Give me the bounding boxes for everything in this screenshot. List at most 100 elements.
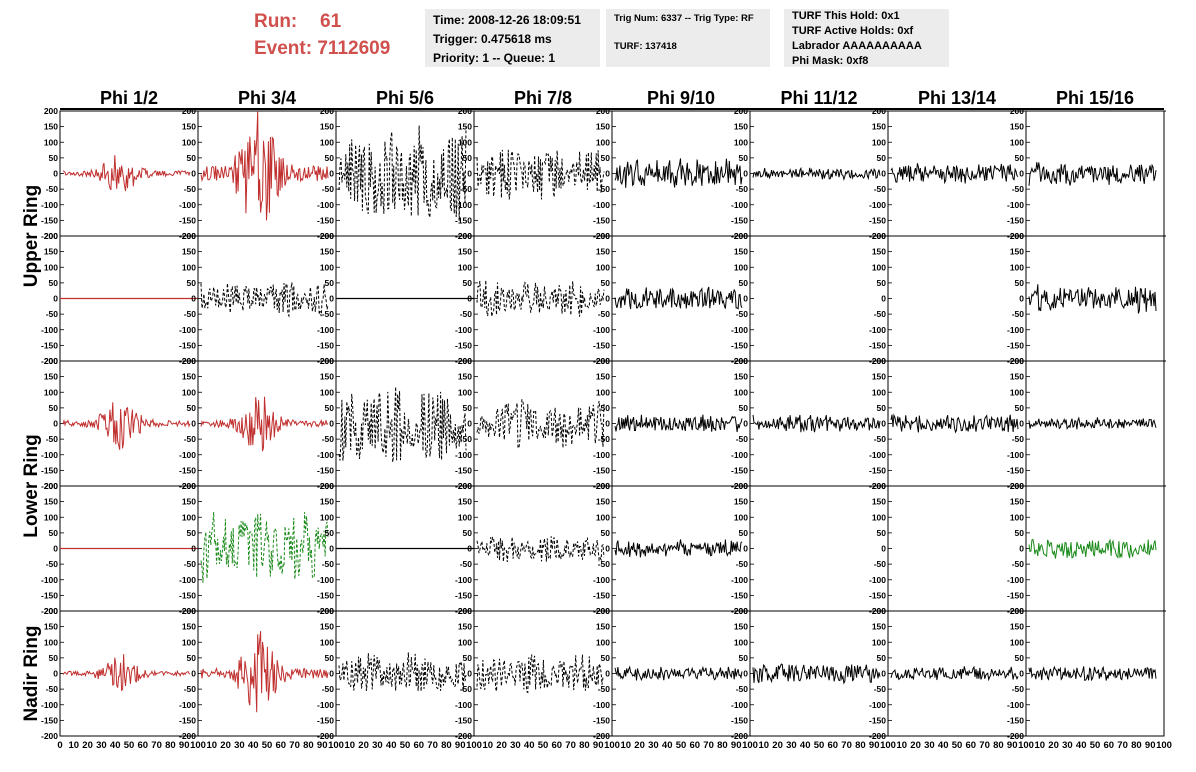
plot-frame (749, 485, 889, 612)
ring-label: Lower Ring (21, 434, 42, 537)
y-tick-label: 200 (44, 231, 58, 241)
y-tick-label: 150 (872, 372, 886, 382)
waveform-trace (752, 414, 881, 433)
trigger-info-panel: Trig Num: 6337 -- Trig Type: RF TURF: 13… (606, 9, 770, 67)
x-tick-label: 70 (151, 740, 162, 751)
y-tick-label: -50 (736, 184, 749, 194)
y-tick-label: -50 (874, 434, 887, 444)
y-tick-label: 150 (596, 372, 610, 382)
y-tick-label: 100 (734, 387, 748, 397)
y-tick-label: -50 (184, 684, 197, 694)
waveform-trace (614, 665, 743, 682)
y-tick-label: -100 (869, 325, 886, 335)
x-tick-label: 70 (289, 740, 300, 751)
x-tick-label: 10 (345, 740, 356, 751)
y-tick-label: 50 (49, 278, 59, 288)
priority-text: Priority: 1 -- Queue: 1 (433, 51, 556, 65)
x-tick-label: 40 (110, 740, 121, 751)
y-tick-label: 50 (739, 403, 749, 413)
y-tick-label: 150 (182, 247, 196, 257)
y-tick-label: 0 (743, 669, 748, 679)
y-tick-label: -150 (1007, 715, 1024, 725)
x-tick-label: 90 (1007, 740, 1018, 751)
y-tick-label: 100 (182, 387, 196, 397)
y-tick-label: 100 (734, 512, 748, 522)
waveform-trace (338, 386, 467, 463)
y-tick-label: 50 (1015, 278, 1025, 288)
y-tick-label: 50 (187, 403, 197, 413)
x-tick-label: 40 (248, 740, 259, 751)
y-tick-label: 150 (44, 122, 58, 132)
y-tick-label: -150 (1007, 340, 1024, 350)
y-tick-label: -150 (41, 715, 58, 725)
turf-hold-text: TURF This Hold: 0x1 (792, 10, 900, 22)
y-tick-label: 50 (1015, 653, 1025, 663)
y-tick-label: 150 (734, 622, 748, 632)
x-tick-label: 20 (772, 740, 783, 751)
y-tick-label: 100 (734, 262, 748, 272)
x-tick-label: 30 (924, 740, 935, 751)
y-tick-label: -100 (455, 700, 472, 710)
x-tick-label: 40 (938, 740, 949, 751)
y-tick-label: -50 (46, 184, 59, 194)
y-tick-label: 200 (734, 356, 748, 366)
column-header: Phi 11/12 (780, 88, 857, 108)
x-tick-label: 30 (372, 740, 383, 751)
y-tick-label: 0 (881, 169, 886, 179)
y-tick-label: 150 (44, 497, 58, 507)
x-tick-label: 30 (648, 740, 659, 751)
y-tick-label: 50 (877, 403, 887, 413)
y-tick-label: 100 (872, 137, 886, 147)
y-tick-label: 0 (1019, 169, 1024, 179)
y-tick-label: -100 (731, 575, 748, 585)
y-tick-label: 200 (1010, 481, 1024, 491)
y-tick-label: 200 (458, 106, 472, 116)
y-tick-label: 0 (881, 419, 886, 429)
y-tick-label: -50 (46, 559, 59, 569)
y-tick-label: -150 (869, 715, 886, 725)
x-tick-label: 70 (841, 740, 852, 751)
y-tick-label: -150 (1007, 590, 1024, 600)
y-tick-label: -150 (179, 590, 196, 600)
y-tick-label: 100 (320, 637, 334, 647)
x-tick-label: 60 (276, 740, 287, 751)
y-tick-label: -150 (41, 465, 58, 475)
y-tick-label: -50 (874, 309, 887, 319)
y-tick-label: 200 (596, 231, 610, 241)
waveform-trace (614, 539, 743, 558)
x-tick-label: 80 (855, 740, 866, 751)
x-tick-label: 80 (441, 740, 452, 751)
y-tick-label: 0 (743, 294, 748, 304)
y-tick-label: 100 (596, 137, 610, 147)
y-tick-label: -100 (731, 200, 748, 210)
y-tick-label: 100 (320, 262, 334, 272)
y-tick-label: -150 (41, 590, 58, 600)
y-tick-label: 50 (463, 403, 473, 413)
event-value: 7112609 (317, 38, 391, 59)
y-tick-label: 0 (53, 294, 58, 304)
run-label: Run: (254, 11, 298, 32)
y-tick-label: 50 (601, 403, 611, 413)
y-tick-label: -150 (869, 590, 886, 600)
x-tick-label: 60 (552, 740, 563, 751)
column-header: Phi 15/16 (1056, 88, 1134, 108)
y-tick-label: -50 (460, 309, 473, 319)
waveform-trace (476, 280, 605, 317)
plot-frame (749, 235, 889, 362)
waveform-trace (752, 663, 881, 685)
y-tick-label: 50 (463, 653, 473, 663)
y-tick-label: -150 (179, 465, 196, 475)
x-tick-label: 40 (800, 740, 811, 751)
y-tick-label: 150 (458, 622, 472, 632)
column-header: Phi 13/14 (918, 88, 996, 108)
y-tick-label: -150 (317, 715, 334, 725)
y-tick-label: -50 (736, 309, 749, 319)
y-tick-label: -150 (317, 465, 334, 475)
waveform-trace (62, 402, 191, 450)
x-tick-label: 90 (179, 740, 190, 751)
x-tick-label: 10 (1035, 740, 1046, 751)
y-tick-label: -100 (593, 575, 610, 585)
y-tick-label: 150 (182, 122, 196, 132)
y-tick-label: -150 (179, 215, 196, 225)
y-tick-label: -50 (322, 559, 335, 569)
